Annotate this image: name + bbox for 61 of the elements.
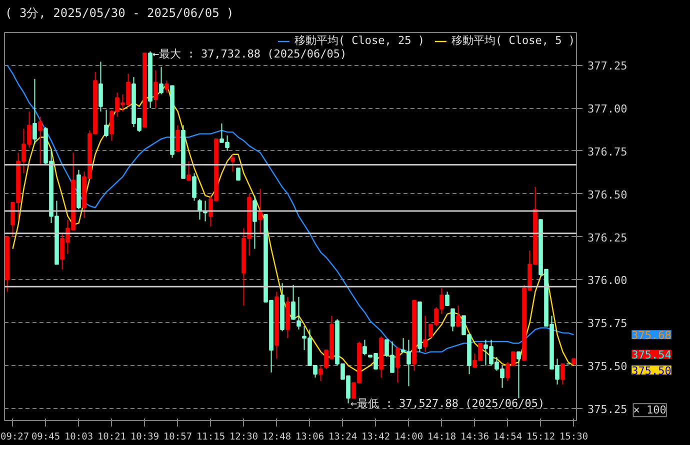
x-tick-label: 14:36 xyxy=(460,432,490,442)
candlestick xyxy=(176,124,180,152)
candlestick xyxy=(560,363,565,385)
candlestick xyxy=(38,116,42,166)
x-tick-label: 12:30 xyxy=(229,432,258,442)
y-tick-label: 375.25 xyxy=(588,402,628,416)
candlestick xyxy=(230,154,235,172)
candlestick xyxy=(192,172,196,202)
x-tick-label: 13:24 xyxy=(328,432,358,442)
candlestick xyxy=(296,296,301,330)
x-tick-label: 14:18 xyxy=(427,432,456,442)
candlestick xyxy=(450,308,455,332)
y-tick-label: 376.00 xyxy=(588,274,628,288)
candlestick xyxy=(318,365,323,382)
x-tick-label: 13:06 xyxy=(295,432,324,442)
x-tick-label: 10:57 xyxy=(163,432,192,442)
legend-label: 移動平均( Close, 25 ) xyxy=(294,33,425,48)
x-tick-label: 13:42 xyxy=(361,432,390,442)
text: 375.50 xyxy=(632,364,672,378)
text: × 100 xyxy=(633,404,666,417)
text: 375.54 xyxy=(632,348,672,362)
candlestick xyxy=(236,168,240,181)
y-tick-label: 377.00 xyxy=(588,102,628,116)
candlestick xyxy=(423,315,428,352)
candlestick xyxy=(98,61,103,112)
x-tick-label: 11:15 xyxy=(196,432,226,442)
x-tick-label: 10:39 xyxy=(130,432,160,442)
candlestick xyxy=(154,70,158,109)
annotation: ←最低 : 37,527.88 (2025/06/05) xyxy=(350,396,545,410)
annotation: ←最大 : 37,732.88 (2025/06/05) xyxy=(152,47,347,60)
text: 375.68 xyxy=(632,329,672,342)
x-tick-label: 14:00 xyxy=(394,432,424,442)
y-tick-label: 376.25 xyxy=(588,231,628,244)
x-tick-label: 10:21 xyxy=(97,432,126,442)
y-tick-label: 377.25 xyxy=(588,60,628,73)
x-tick-label: 09:27 xyxy=(0,432,30,442)
x-tick-label: 15:12 xyxy=(526,432,556,442)
candlestick xyxy=(516,351,521,399)
legend-label: 移動平均( Close, 5 ) xyxy=(452,33,575,48)
candlestick xyxy=(32,78,37,145)
candlestick xyxy=(396,346,400,384)
y-tick-label: 375.75 xyxy=(588,317,628,330)
y-tick-label: 376.75 xyxy=(588,145,628,158)
candlestick xyxy=(291,284,296,320)
y-tick-label: 375.50 xyxy=(588,360,628,374)
candlestick xyxy=(362,339,367,356)
x-tick-label: 10:03 xyxy=(64,432,94,442)
x-tick-label: 09:45 xyxy=(31,432,60,442)
candlestick xyxy=(104,109,108,138)
candlestick xyxy=(252,195,257,250)
candlestick xyxy=(164,80,169,94)
candlestick xyxy=(456,304,460,327)
x-tick-label: 12:48 xyxy=(262,432,292,442)
candlestick xyxy=(198,198,202,220)
x-tick-label: 15:30 xyxy=(559,432,588,442)
chart-title: ( 3分, 2025/05/30 - 2025/06/05 ) xyxy=(5,5,234,22)
x-tick-label: 14:54 xyxy=(493,432,522,442)
candlestick xyxy=(159,66,164,95)
candlestick xyxy=(186,160,191,181)
candlestick xyxy=(445,291,450,306)
y-tick-label: 376.50 xyxy=(588,188,628,202)
